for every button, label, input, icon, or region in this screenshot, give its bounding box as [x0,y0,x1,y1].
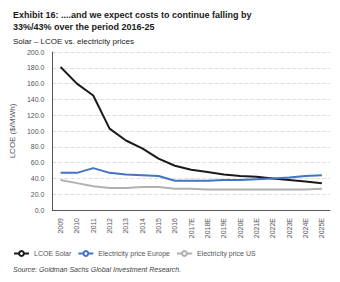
svg-text:2022E: 2022E [269,218,276,239]
svg-text:2023E: 2023E [286,218,293,239]
svg-text:2021E: 2021E [253,218,260,239]
svg-text:2013: 2013 [122,218,129,234]
svg-text:0.0: 0.0 [35,207,45,214]
svg-text:2011: 2011 [90,218,97,233]
svg-text:2025E: 2025E [318,218,325,239]
svg-text:160.0: 160.0 [27,80,45,87]
svg-text:33%/43% over the period 2016-2: 33%/43% over the period 2016-25 [13,22,155,32]
svg-text:120.0: 120.0 [27,112,45,119]
svg-text:Source: Goldman Sachs Global I: Source: Goldman Sachs Global Investment … [13,266,181,273]
svg-text:2009: 2009 [57,218,64,234]
svg-text:200.0: 200.0 [27,49,45,56]
svg-text:2019E: 2019E [220,218,227,239]
svg-text:60.0: 60.0 [31,159,45,166]
svg-text:2016: 2016 [171,218,178,234]
svg-text:2014: 2014 [139,218,146,234]
svg-text:LCOE Solar: LCOE Solar [34,250,72,257]
svg-text:20.0: 20.0 [31,191,45,198]
svg-text:2012: 2012 [106,218,113,234]
svg-text:2024E: 2024E [302,218,309,239]
svg-text:2015: 2015 [155,218,162,234]
svg-text:Solar – LCOE vs. electricity p: Solar – LCOE vs. electricity prices [13,37,134,46]
svg-text:2017E: 2017E [188,218,195,239]
svg-text:100.0: 100.0 [27,128,45,135]
svg-text:Electricity price Europe: Electricity price Europe [98,250,170,258]
svg-text:180.0: 180.0 [27,64,45,71]
svg-text:140.0: 140.0 [27,96,45,103]
svg-text:2020E: 2020E [237,218,244,239]
svg-text:40.0: 40.0 [31,175,45,182]
svg-text:2018E: 2018E [204,218,211,239]
svg-text:LCOE ($/MWh): LCOE ($/MWh) [8,103,17,158]
svg-text:Electricity price US: Electricity price US [197,250,256,258]
svg-text:Exhibit 16: ....and we expect: Exhibit 16: ....and we expect costs to c… [13,10,252,20]
svg-text:2010: 2010 [73,218,80,234]
svg-text:80.0: 80.0 [31,143,45,150]
